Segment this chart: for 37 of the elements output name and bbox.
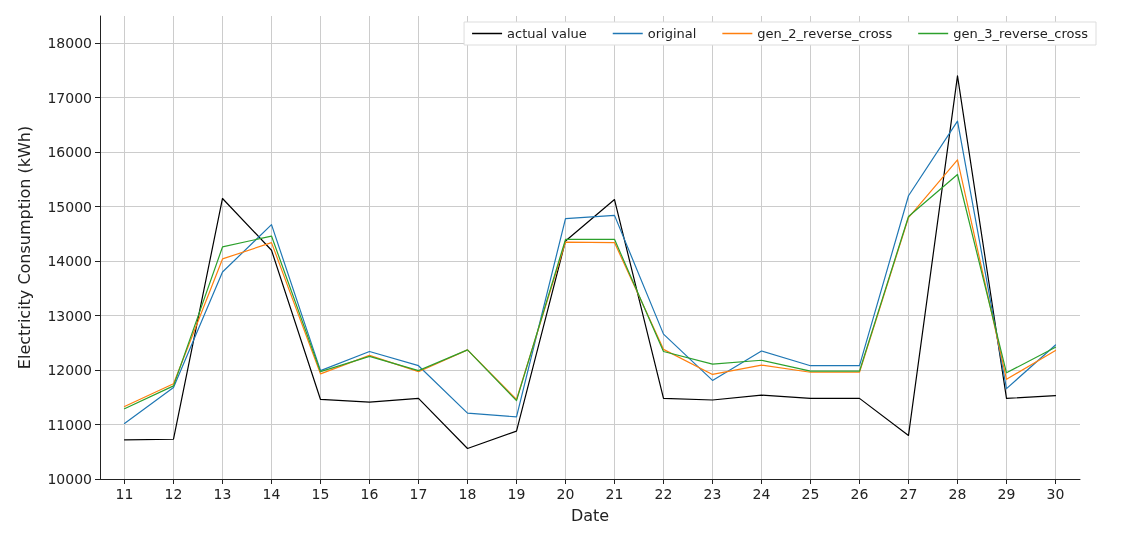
x-tick-label: 25 (801, 486, 820, 502)
x-tick-label: 19 (507, 486, 526, 502)
x-tick-label: 29 (997, 486, 1016, 502)
legend-label: gen_3_reverse_cross (953, 26, 1089, 41)
x-tick-label: 28 (948, 486, 967, 502)
x-tick-label: 17 (409, 486, 428, 502)
x-tick-label: 15 (311, 486, 330, 502)
y-tick-label: 17000 (47, 89, 92, 106)
y-tick-label: 15000 (47, 198, 92, 215)
legend-label: gen_2_reverse_cross (757, 26, 893, 41)
x-tick-label: 26 (850, 486, 869, 502)
y-tick-label: 10000 (47, 471, 92, 487)
x-tick-label: 27 (899, 486, 918, 502)
x-tick-label: 16 (360, 486, 379, 502)
x-tick-label: 20 (556, 486, 575, 502)
line-series (123, 75, 1057, 450)
x-tick-label: 11 (115, 486, 134, 502)
legend-label: original (647, 26, 697, 41)
y-tick-label: 12000 (47, 362, 92, 379)
legend-label: actual value (507, 26, 587, 41)
y-tick-label: 18000 (47, 35, 92, 52)
x-tick-label: 13 (213, 486, 232, 502)
x-tick-label: 23 (703, 486, 722, 502)
x-axis-title: Date (570, 505, 610, 525)
y-tick-label: 16000 (47, 144, 92, 161)
y-tick-label: 14000 (47, 253, 92, 270)
x-tick-label: 30 (1046, 486, 1065, 502)
x-tick-label: 21 (605, 486, 624, 502)
y-tick-label: 11000 (47, 416, 92, 433)
line-series (123, 120, 1057, 425)
x-tick-label: 12 (164, 486, 183, 502)
x-tick-label: 14 (262, 486, 281, 502)
x-tick-label: 24 (752, 486, 771, 502)
y-tick-label: 13000 (47, 307, 92, 324)
y-axis-title: Electricity Consumption (kWh) (14, 125, 34, 370)
x-tick-label: 18 (458, 486, 477, 502)
x-tick-label: 22 (654, 486, 673, 502)
